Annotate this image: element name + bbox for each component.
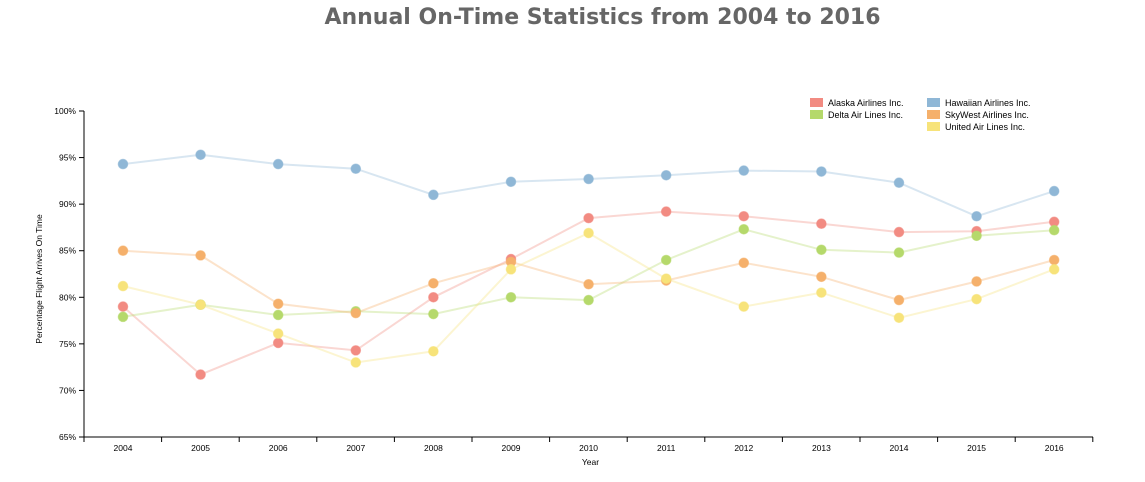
data-point[interactable] [272,328,284,339]
chart-title: Annual On-Time Statistics from 2004 to 2… [324,5,881,30]
legend-swatch [927,110,940,119]
data-point[interactable] [350,307,362,319]
x-tick-label: 2015 [967,443,986,453]
data-point[interactable] [893,226,905,238]
data-point[interactable] [816,244,827,256]
x-tick-label: 2014 [890,443,909,453]
x-tick-label: 2009 [502,443,521,453]
axes: 65% 70% 75% 80% 85% 90% 95% 100% 2004 2005 2006 200… [54,106,1094,453]
data-point[interactable] [893,247,905,258]
x-tick-label: 2008 [424,443,443,453]
data-point[interactable] [195,149,206,161]
data-point[interactable] [428,291,439,303]
data-point[interactable] [428,346,439,357]
data-point[interactable] [505,176,517,188]
data-point[interactable] [1048,264,1060,275]
data-point[interactable] [117,301,129,312]
data-point[interactable] [428,308,439,320]
data-point[interactable] [428,189,439,201]
data-point[interactable] [1048,185,1060,197]
data-point[interactable] [583,173,594,185]
data-point[interactable] [505,264,517,275]
x-tick-label: 2006 [269,443,288,453]
legend-label: Alaska Airlines Inc. [828,98,904,108]
data-point[interactable] [272,309,284,321]
x-tick-label: 2013 [812,443,831,453]
data-point[interactable] [971,276,982,287]
data-point[interactable] [971,210,982,222]
data-point[interactable] [816,287,827,298]
data-point[interactable] [738,301,750,312]
y-tick-label: 80% [59,292,76,302]
y-tick-label: 75% [59,339,76,349]
data-point[interactable] [893,294,905,306]
data-point[interactable] [117,311,129,323]
data-point[interactable] [893,312,905,324]
series-line [122,153,1055,218]
data-point[interactable] [816,166,827,177]
data-point[interactable] [350,345,362,356]
legend-swatch [810,98,823,107]
y-tick-label: 100% [54,106,76,116]
data-point[interactable] [893,177,905,189]
data-point[interactable] [195,250,206,261]
legend: Alaska Airlines Inc. Delta Air Lines Inc.… [810,98,1031,132]
data-point[interactable] [660,169,672,181]
y-tick-label: 95% [59,153,76,163]
data-point[interactable] [272,298,284,310]
x-axis-title: Year [582,457,599,467]
legend-label: Hawaiian Airlines Inc. [945,98,1031,108]
data-point[interactable] [117,245,129,257]
data-point[interactable] [195,369,206,380]
x-tick-label: 2016 [1045,443,1064,453]
y-tick-label: 70% [59,385,76,395]
x-tick-label: 2007 [346,443,365,453]
legend-swatch [927,122,940,131]
legend-label: United Air Lines Inc. [945,122,1025,132]
y-tick-label: 65% [59,432,76,442]
series-lines [122,153,1055,376]
data-point[interactable] [350,357,362,368]
data-point[interactable] [816,271,827,283]
data-point[interactable] [272,158,284,170]
series-points [117,149,1060,380]
legend-swatch [927,98,940,107]
data-point[interactable] [117,158,129,170]
legend-label: Delta Air Lines Inc. [828,110,903,120]
data-point[interactable] [583,227,594,239]
data-point[interactable] [195,299,206,311]
data-point[interactable] [738,165,750,176]
data-point[interactable] [583,212,594,224]
x-tick-label: 2005 [191,443,210,453]
data-point[interactable] [971,293,982,305]
data-point[interactable] [660,206,672,217]
data-point[interactable] [1048,224,1060,236]
data-point[interactable] [272,337,284,349]
y-tick-label: 90% [59,199,76,209]
data-point[interactable] [1048,254,1060,266]
x-tick-label: 2011 [657,443,676,453]
x-tick-label: 2004 [114,443,133,453]
data-point[interactable] [117,280,129,292]
data-point[interactable] [428,278,439,289]
data-point[interactable] [816,218,827,230]
y-axis-title: Percentage Flight Arrives On Time [34,214,44,344]
data-point[interactable] [738,223,750,235]
legend-swatch [810,110,823,119]
x-tick-label: 2010 [579,443,598,453]
x-tick-label: 2012 [734,443,753,453]
data-point[interactable] [505,291,517,303]
legend-label: SkyWest Airlines Inc. [945,110,1029,120]
data-point[interactable] [660,273,672,284]
data-point[interactable] [583,294,594,306]
data-point[interactable] [971,230,982,242]
data-point[interactable] [660,254,672,266]
data-point[interactable] [350,163,362,175]
data-point[interactable] [738,257,750,269]
data-point[interactable] [738,210,750,222]
y-tick-label: 85% [59,246,76,256]
data-point[interactable] [583,278,594,290]
